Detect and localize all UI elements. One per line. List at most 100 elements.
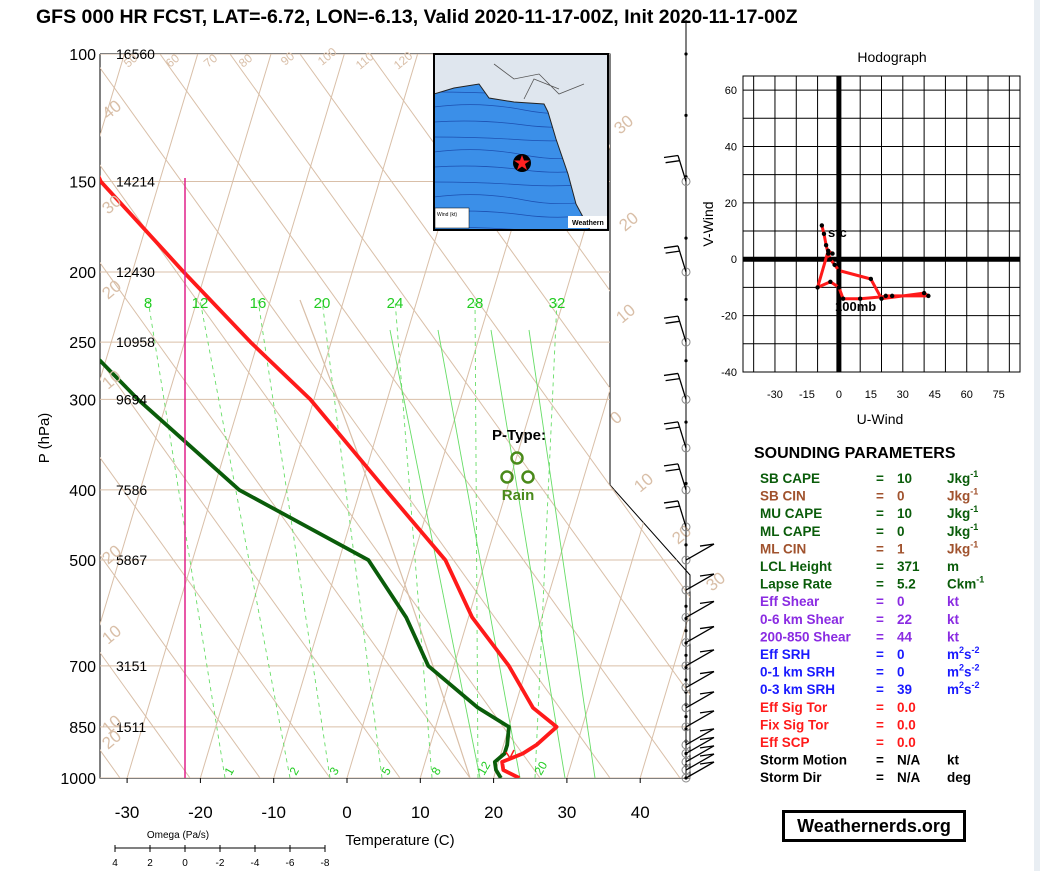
wind-barb-icon: [665, 320, 680, 324]
wind-barb-icon: [699, 710, 715, 714]
wind-level-dot: [684, 629, 688, 633]
isotherm-label: 0: [606, 407, 625, 428]
parameter-value: 0.0: [897, 700, 916, 715]
moist-adiabat-line: [299, 299, 471, 778]
parameter-unit: Jkg-1: [947, 504, 978, 521]
rain-symbol-icon: [521, 470, 535, 484]
isotherm-line: [100, 54, 125, 778]
parameter-name: Eff SRH: [760, 647, 810, 662]
mixing-ratio-line: [257, 299, 331, 778]
wind-level-dot: [684, 52, 688, 56]
parameter-name: Storm Dir: [760, 770, 822, 785]
dry-adiabat-line: [100, 54, 541, 778]
dewpoint-profile: [100, 54, 511, 778]
parameter-equals: =: [876, 735, 884, 750]
land-mass: [434, 54, 608, 230]
wind-barb-icon: [685, 543, 715, 561]
parameter-value: 10: [897, 471, 912, 486]
wind-level-dot: [684, 236, 688, 240]
parameter-value: 0: [897, 489, 905, 504]
pressure-tick-label: 1000: [60, 771, 96, 788]
parameter-equals: =: [876, 524, 884, 539]
wind-barb-icon: [677, 245, 687, 273]
pressure-tick-label: 150: [69, 174, 96, 191]
x-tick-label: 0: [342, 803, 351, 822]
wind-barb-icon: [685, 670, 715, 689]
omega-axis-title: Omega (Pa/s): [147, 830, 209, 841]
parameter-unit: m: [947, 559, 959, 574]
hodograph-y-tick-label: 20: [725, 198, 737, 210]
map-legend-box: [434, 207, 470, 229]
hodograph-y-title: V-Wind: [700, 201, 716, 246]
weathernerds-logo[interactable]: Weathernerds.org: [782, 810, 966, 842]
wind-barb-icon: [665, 377, 680, 382]
parameter-equals: =: [876, 612, 884, 627]
wind-barb-icon: [685, 728, 715, 746]
hodograph-point: [926, 293, 931, 299]
parameter-value: 371: [897, 559, 920, 574]
isotherm-label: 10: [612, 300, 639, 327]
hodograph-sfc-label: sfc: [828, 225, 847, 240]
parameter-value: N/A: [897, 753, 921, 768]
height-label: 7586: [116, 482, 147, 498]
omega-tick-label: -2: [216, 858, 225, 869]
parameters-heading: SOUNDING PARAMETERS: [754, 445, 956, 462]
scrollbar[interactable]: [1034, 0, 1040, 871]
wind-barb-icon: [681, 394, 691, 404]
wind-barb-icon: [681, 176, 691, 186]
hodograph-point: [832, 262, 837, 268]
parameter-name: 0-1 km SRH: [760, 665, 835, 680]
wind-barb-icon: [699, 761, 715, 765]
parameter-name: 0-6 km Shear: [760, 612, 845, 627]
parameter-equals: =: [876, 700, 884, 715]
parameter-equals: =: [876, 577, 884, 592]
hodograph-x-tick-label: 75: [993, 389, 1005, 401]
x-tick-label: 10: [411, 803, 430, 822]
parameter-row: ML CIN = 1 Jkg-1: [760, 539, 978, 556]
hodograph-x-tick-label: -30: [767, 389, 783, 401]
wind-level-dot: [684, 543, 688, 547]
parameter-value: 0: [897, 594, 905, 609]
isotherm-label: 110: [353, 49, 377, 72]
wind-level-dot: [684, 420, 688, 424]
parameter-equals: =: [876, 506, 884, 521]
dry-adiabat-line: [100, 54, 261, 778]
wind-level-dot: [684, 727, 688, 731]
wind-barb-icon: [685, 753, 715, 771]
wind-barb-icon: [681, 773, 691, 783]
wind-barb-icon: [699, 753, 715, 757]
dry-adiabat-line: [100, 54, 121, 778]
country-borders: [493, 63, 585, 100]
wind-barb-icon: [685, 649, 715, 667]
pressure-tick-label: 500: [69, 553, 96, 570]
page-title: GFS 000 HR FCST, LAT=-6.72, LON=-6.13, V…: [36, 6, 798, 28]
hodograph-point: [828, 279, 833, 284]
parameter-value: 39: [897, 682, 912, 697]
hodograph-y-tick-label: -20: [721, 311, 737, 323]
parameter-equals: =: [876, 647, 884, 662]
parameter-row: Fix Sig Tor = 0.0: [760, 717, 916, 732]
parameter-name: Eff Sig Tor: [760, 700, 828, 715]
wind-barb-icon: [699, 691, 715, 695]
wind-level-dot: [684, 481, 688, 486]
parameter-value: 0: [897, 524, 905, 539]
wind-barb-icon: [685, 691, 715, 709]
parameter-unit: m2s-2: [947, 680, 980, 697]
dry-adiabat-line: [229, 54, 690, 778]
wind-barb-icon: [677, 373, 687, 400]
parameter-name: ML CIN: [760, 541, 806, 556]
hodograph-y-tick-label: 0: [731, 254, 737, 266]
wind-barb-icon: [663, 245, 679, 249]
isotherm-label: 20: [668, 521, 695, 548]
hodograph-x-title: U-Wind: [857, 411, 904, 427]
hodograph-top-label: 100mb: [835, 299, 876, 314]
parameter-value: 0: [897, 647, 905, 662]
parameter-unit: Ckm-1: [947, 575, 984, 592]
parcel-marker: [505, 749, 515, 760]
hodograph-x-tick-label: 0: [836, 389, 842, 401]
hodograph-y-tick-label: -40: [721, 367, 737, 379]
height-label: 5867: [116, 552, 147, 568]
parameter-equals: =: [876, 594, 884, 609]
mixing-ratio-label: 8: [144, 295, 152, 312]
